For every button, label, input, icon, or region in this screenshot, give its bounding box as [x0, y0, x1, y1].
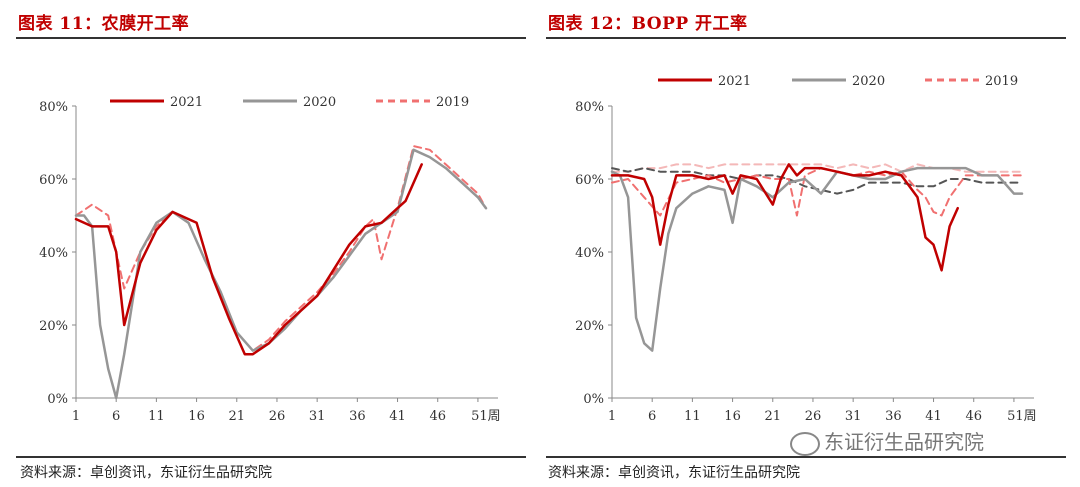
x-tick-label: 11: [148, 409, 165, 424]
x-tick-label: 31: [309, 409, 326, 424]
x-tick-label: 26: [805, 409, 822, 424]
x-tick-label: 11: [684, 409, 701, 424]
x-tick-label: 46: [965, 409, 982, 424]
series-line-2019: [75, 145, 487, 352]
legend-label-2021: 2021: [170, 95, 203, 110]
panel-bopp: 图表 12：BOPP 开工率 0% 20% 40% 60% 80% 1 6 11 16 21 26 3…: [540, 0, 1080, 487]
legend-label-2020: 2020: [303, 95, 336, 110]
x-tick-label: 41: [389, 409, 406, 424]
x-tick-label: 51周: [471, 409, 501, 424]
series-line-extra-4: [611, 163, 1023, 173]
x-tick-label: 21: [764, 409, 781, 424]
watermark-text: 东证衍生品研究院: [824, 430, 984, 454]
chart-title: 图表 11：农膜开工率: [18, 14, 190, 34]
x-tick-label: 36: [885, 409, 902, 424]
y-tick-label: 80%: [39, 100, 68, 115]
x-tick-label: 16: [724, 409, 741, 424]
panel-farm-film: 图表 11：农膜开工率 0% 20% 40% 60% 80% 1 6 11 16 21 26 31 36…: [16, 14, 526, 481]
y-tick-label: 60%: [575, 173, 604, 188]
x-tick-label: 46: [429, 409, 446, 424]
source-note: 资料来源：卓创资讯，东证衍生品研究院: [548, 465, 800, 481]
series-line-2021: [74, 163, 423, 356]
title-rule: [16, 37, 526, 39]
source-note: 资料来源：卓创资讯，东证衍生品研究院: [20, 465, 272, 481]
source-rule: [16, 456, 526, 458]
y-tick-label: 80%: [575, 100, 604, 115]
y-tick-label: 20%: [39, 319, 68, 334]
series-line-2020: [610, 166, 1024, 352]
x-tick-label: 26: [269, 409, 286, 424]
source-rule: [546, 456, 1066, 458]
series-line-2021: [610, 163, 959, 272]
x-tick-label: 1: [608, 409, 616, 424]
chart-title: 图表 12：BOPP 开工率: [548, 14, 748, 34]
x-tick-label: 36: [349, 409, 366, 424]
y-tick-label: 20%: [575, 319, 604, 334]
legend-label-2020: 2020: [852, 74, 885, 89]
legend-label-2019: 2019: [985, 74, 1018, 89]
y-tick-label: 0%: [47, 392, 68, 407]
x-tick-label: 6: [648, 409, 656, 424]
x-tick-label: 41: [925, 409, 942, 424]
y-tick-label: 40%: [39, 246, 68, 261]
x-tick-label: 6: [112, 409, 120, 424]
y-tick-label: 0%: [583, 392, 604, 407]
x-tick-label: 21: [228, 409, 245, 424]
legend-label-2019: 2019: [436, 95, 469, 110]
series-line-2019: [611, 167, 1023, 217]
x-tick-label: 51周: [1007, 409, 1037, 424]
y-tick-label: 40%: [575, 246, 604, 261]
series-line-2020: [74, 148, 488, 400]
x-tick-label: 31: [845, 409, 862, 424]
wechat-icon: [790, 431, 820, 456]
title-rule: [546, 37, 1066, 39]
legend-label-2021: 2021: [718, 74, 751, 89]
x-tick-label: 1: [72, 409, 80, 424]
x-tick-label: 16: [188, 409, 205, 424]
y-tick-label: 60%: [39, 173, 68, 188]
watermark: 东证衍生品研究院: [790, 426, 984, 456]
